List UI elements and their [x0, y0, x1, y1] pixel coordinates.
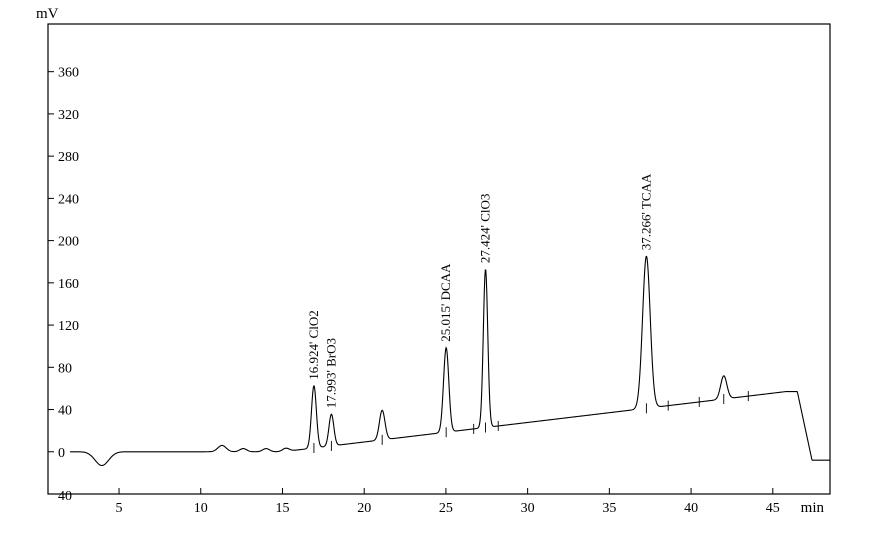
y-tick-label: 160 [58, 277, 79, 292]
peak-label: 27.424' ClO3 [478, 194, 493, 264]
x-tick-label: 20 [357, 501, 371, 516]
x-axis-label: min [801, 500, 825, 516]
x-tick-label: 10 [194, 501, 208, 516]
y-tick-label: 320 [58, 108, 79, 123]
y-tick-label-cut: 40 [58, 489, 72, 504]
peak-label: 25.015' DCAA [438, 263, 453, 342]
y-tick-label: 280 [58, 150, 79, 165]
y-tick-label: 360 [58, 66, 79, 81]
y-axis-label: mV [36, 6, 59, 22]
x-tick-label: 15 [275, 501, 289, 516]
x-tick-label: 25 [439, 501, 453, 516]
y-tick-label: 40 [58, 404, 72, 419]
x-tick-label: 35 [602, 501, 616, 516]
peak-label: 16.924' ClO2 [306, 310, 321, 380]
chromatogram-figure: { "figure": { "type": "line", "width_px"… [0, 0, 872, 539]
y-tick-label: 80 [58, 361, 72, 376]
peak-label: 37.266' TCAA [638, 173, 653, 250]
x-tick-label: 45 [766, 501, 780, 516]
plot-frame [48, 24, 830, 494]
y-tick-label: 200 [58, 235, 79, 250]
x-tick-label: 40 [684, 501, 698, 516]
x-tick-label: 5 [116, 501, 123, 516]
y-tick-label: 240 [58, 192, 79, 207]
peak-label: 17.993' BrO3 [323, 338, 338, 408]
y-tick-label: 120 [58, 319, 79, 334]
y-tick-label: 0 [58, 446, 65, 461]
chromatogram-svg: mV 0 40 80 120 160 200 240 280 320 360 40 5 10 15 20 25 3… [0, 0, 872, 539]
x-tick-label: 30 [521, 501, 535, 516]
